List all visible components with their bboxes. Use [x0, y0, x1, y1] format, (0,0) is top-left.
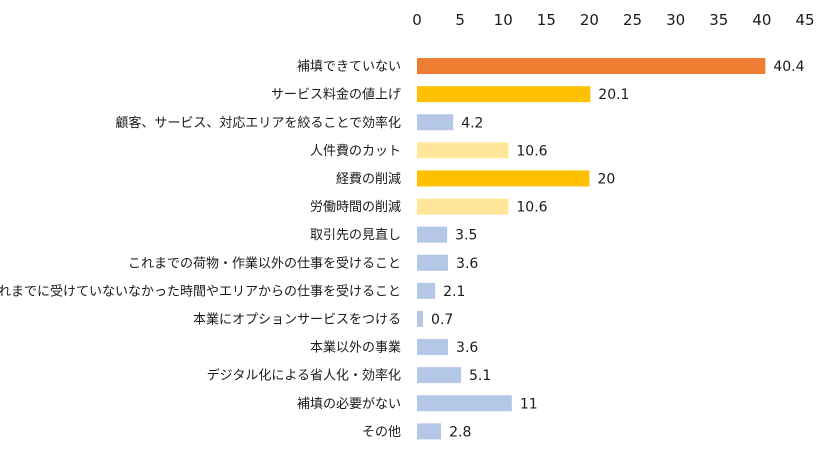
category-label: これまでの荷物・作業以外の仕事を受けること	[128, 255, 401, 271]
bar	[417, 395, 512, 412]
data-label: 2.8	[449, 424, 471, 440]
category-label: これまでに受けていないなかった時間やエリアからの仕事を受けること	[0, 284, 401, 299]
x-tick-label: 35	[709, 11, 728, 29]
bar	[417, 58, 766, 75]
data-label: 3.5	[455, 228, 477, 244]
category-label: その他	[362, 425, 401, 440]
data-label: 20.1	[598, 87, 629, 103]
data-label: 40.4	[773, 59, 804, 75]
data-label: 11	[520, 396, 538, 412]
data-label: 2.1	[443, 284, 465, 300]
x-tick-label: 10	[494, 11, 513, 29]
x-tick-label: 20	[580, 11, 599, 29]
x-tick-label: 15	[537, 11, 556, 29]
x-tick-label: 5	[455, 11, 465, 29]
category-label: デジタル化による省人化・効率化	[207, 368, 401, 384]
data-label: 20	[597, 171, 615, 187]
bar	[417, 367, 461, 384]
category-label: 補填できていない	[297, 60, 401, 75]
category-label: 補填の必要がない	[297, 397, 401, 412]
bar	[417, 339, 449, 356]
category-label: 本業以外の事業	[310, 340, 401, 356]
bar	[417, 198, 509, 215]
category-label: 取引先の見直し	[310, 228, 401, 243]
category-label: 労働時間の削減	[310, 199, 401, 215]
category-labels: 補填できていないサービス料金の値上げ顧客、サービス、対応エリアを絞ることで効率化…	[0, 60, 401, 440]
data-label: 10.6	[516, 143, 547, 159]
data-label: 3.6	[456, 340, 478, 356]
bar	[417, 282, 436, 299]
data-labels: 40.420.14.210.62010.63.53.62.10.73.65.11…	[431, 59, 805, 440]
category-label: 顧客、サービス、対応エリアを絞ることで効率化	[115, 115, 401, 131]
data-label: 5.1	[469, 368, 491, 384]
x-tick-label: 40	[752, 11, 771, 29]
bar	[417, 114, 454, 131]
x-tick-label: 30	[666, 11, 685, 29]
bars	[417, 58, 766, 440]
bar	[417, 86, 591, 103]
category-label: 本業にオプションサービスをつける	[193, 311, 401, 327]
bar	[417, 254, 449, 271]
x-tick-label: 25	[623, 11, 642, 29]
category-label: サービス料金の値上げ	[271, 87, 401, 103]
category-label: 人件費のカット	[310, 144, 401, 159]
data-label: 10.6	[516, 200, 547, 216]
category-label: 経費の削減	[336, 171, 401, 187]
x-tick-label: 45	[795, 11, 814, 29]
bar	[417, 170, 590, 187]
bar	[417, 226, 448, 243]
bar	[417, 142, 509, 159]
bar	[417, 310, 424, 327]
data-label: 4.2	[461, 115, 483, 131]
data-label: 3.6	[456, 256, 478, 272]
x-tick-label: 0	[412, 11, 422, 29]
bar	[417, 423, 442, 440]
data-label: 0.7	[431, 312, 453, 328]
x-axis-ticks: 0 5 10 15 20 25 30 35 40 45	[412, 11, 814, 29]
